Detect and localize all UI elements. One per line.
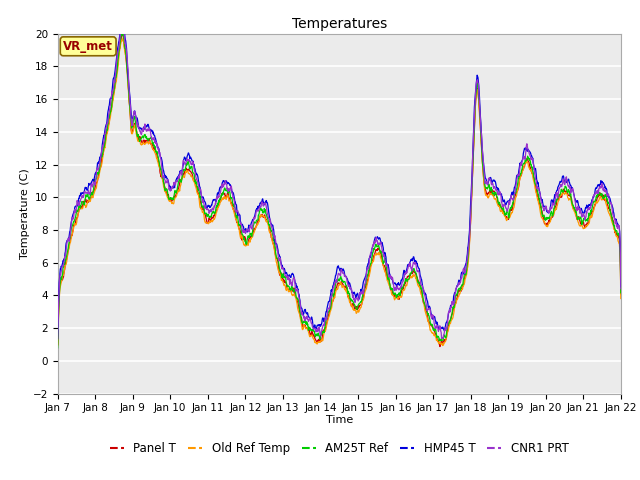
Legend: Panel T, Old Ref Temp, AM25T Ref, HMP45 T, CNR1 PRT: Panel T, Old Ref Temp, AM25T Ref, HMP45 … <box>105 437 573 460</box>
AM25T Ref <box>617 290 625 296</box>
Panel T <box>427 322 435 328</box>
AM25T Ref <box>179 168 187 174</box>
Old Ref Temp <box>427 328 435 334</box>
AM25T Ref <box>500 209 508 215</box>
HMP45 T <box>243 227 250 233</box>
Panel T <box>166 196 173 202</box>
HMP45 T <box>427 310 435 316</box>
Panel T <box>551 205 559 211</box>
CNR1 PRT <box>243 228 250 233</box>
Panel T <box>436 344 444 349</box>
Title: Temperatures: Temperatures <box>292 17 387 31</box>
CNR1 PRT <box>500 201 508 207</box>
HMP45 T <box>500 198 508 204</box>
Line: AM25T Ref: AM25T Ref <box>58 33 621 348</box>
HMP45 T <box>179 162 187 168</box>
CNR1 PRT <box>427 313 435 319</box>
Old Ref Temp <box>54 342 61 348</box>
Panel T <box>501 211 509 217</box>
HMP45 T <box>550 195 558 201</box>
Line: CNR1 PRT: CNR1 PRT <box>58 26 621 339</box>
HMP45 T <box>118 21 126 27</box>
Old Ref Temp <box>243 243 250 249</box>
X-axis label: Time: Time <box>326 415 353 425</box>
AM25T Ref <box>54 345 61 351</box>
Old Ref Temp <box>166 199 173 204</box>
Old Ref Temp <box>439 343 447 348</box>
Old Ref Temp <box>501 213 509 219</box>
AM25T Ref <box>550 205 558 211</box>
Panel T <box>54 342 61 348</box>
Old Ref Temp <box>617 296 625 301</box>
HMP45 T <box>617 284 625 289</box>
Panel T <box>243 241 250 247</box>
HMP45 T <box>166 184 173 190</box>
CNR1 PRT <box>166 185 173 191</box>
Panel T <box>119 30 127 36</box>
AM25T Ref <box>427 322 435 327</box>
Old Ref Temp <box>179 173 187 179</box>
Y-axis label: Temperature (C): Temperature (C) <box>20 168 29 259</box>
AM25T Ref <box>120 30 127 36</box>
Old Ref Temp <box>119 36 127 42</box>
CNR1 PRT <box>120 23 127 29</box>
Panel T <box>179 173 187 179</box>
Old Ref Temp <box>551 208 559 214</box>
HMP45 T <box>54 336 61 341</box>
CNR1 PRT <box>54 336 61 342</box>
Panel T <box>617 291 625 297</box>
CNR1 PRT <box>617 286 625 291</box>
Line: Panel T: Panel T <box>58 33 621 347</box>
Line: HMP45 T: HMP45 T <box>58 24 621 338</box>
Line: Old Ref Temp: Old Ref Temp <box>58 39 621 346</box>
Text: VR_met: VR_met <box>63 40 113 53</box>
CNR1 PRT <box>179 157 187 163</box>
AM25T Ref <box>166 196 173 202</box>
AM25T Ref <box>243 241 250 247</box>
CNR1 PRT <box>550 202 558 208</box>
